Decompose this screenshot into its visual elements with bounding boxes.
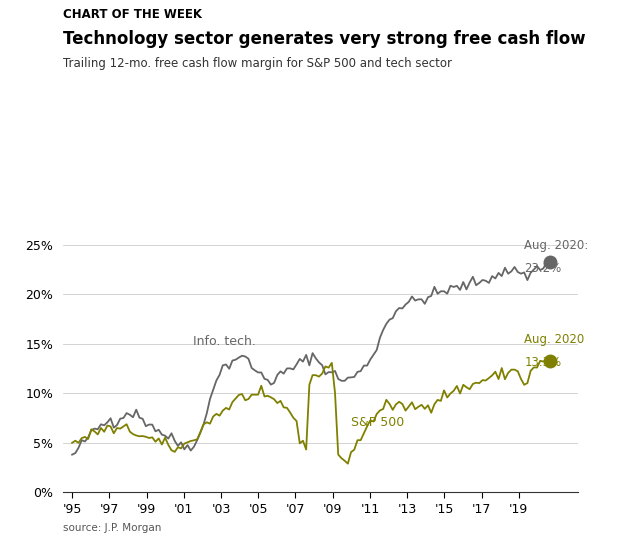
- Text: S&P 500: S&P 500: [351, 416, 404, 429]
- Text: Trailing 12-mo. free cash flow margin for S&P 500 and tech sector: Trailing 12-mo. free cash flow margin fo…: [63, 57, 452, 71]
- Text: 13.3%: 13.3%: [524, 356, 561, 369]
- Text: source: J.P. Morgan: source: J.P. Morgan: [63, 523, 161, 533]
- Text: Technology sector generates very strong free cash flow: Technology sector generates very strong …: [63, 30, 585, 48]
- Text: CHART OF THE WEEK: CHART OF THE WEEK: [63, 8, 202, 21]
- Text: Aug. 2020:: Aug. 2020:: [524, 238, 588, 252]
- Text: Aug. 2020: Aug. 2020: [524, 333, 585, 346]
- Text: Info. tech.: Info. tech.: [193, 335, 256, 348]
- Text: 23.2%: 23.2%: [524, 263, 561, 276]
